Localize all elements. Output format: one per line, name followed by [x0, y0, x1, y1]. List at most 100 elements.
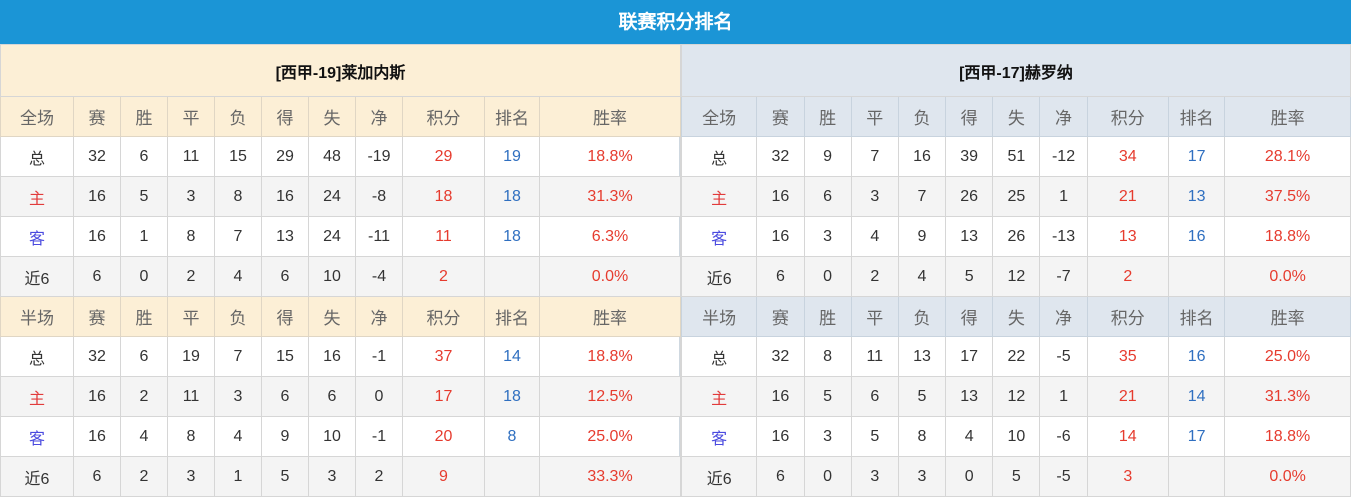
- cell-lost: 4: [897, 256, 947, 297]
- cell-rank: 13: [1167, 176, 1226, 217]
- cell-drawn: 6: [850, 376, 899, 417]
- cell-goals-for: 15: [261, 336, 309, 377]
- cell-type: 总: [680, 136, 758, 177]
- cell-type: 客: [0, 216, 74, 257]
- column-header-lost: 负: [897, 96, 947, 137]
- cell-win-rate: 0.0%: [1224, 256, 1351, 297]
- column-header-drawn: 平: [850, 296, 899, 337]
- cell-won: 2: [120, 456, 168, 497]
- cell-win-rate: 28.1%: [1224, 136, 1351, 177]
- cell-points: 13: [1086, 216, 1169, 257]
- column-header-rank: 排名: [1167, 96, 1226, 137]
- table-row: 主 16 6 3 7 26 25 1 21 13 37.5%: [680, 176, 1351, 217]
- cell-goals-against: 10: [308, 256, 356, 297]
- table-row: 主 16 5 6 5 13 12 1 21 14 31.3%: [680, 376, 1351, 417]
- cell-type: 总: [0, 336, 74, 377]
- cell-goals-against: 24: [308, 216, 356, 257]
- section-header: 半场: [680, 296, 758, 337]
- cell-type: 总: [680, 336, 758, 377]
- column-header-played: 赛: [756, 96, 805, 137]
- cell-rank: 18: [484, 176, 540, 217]
- table-row: 客 16 4 8 4 9 10 -1 20 8 25.0%: [0, 416, 681, 457]
- cell-drawn: 8: [167, 216, 215, 257]
- cell-goal-diff: -1: [355, 416, 403, 457]
- cell-played: 16: [73, 376, 121, 417]
- column-header-rank: 排名: [484, 96, 540, 137]
- cell-played: 6: [73, 256, 121, 297]
- away-team-standings: [西甲-17]赫罗纳 全场赛胜平负得失净积分 排名 胜率总 32 9 7 16 39 51 -12 3…: [680, 44, 1351, 497]
- cell-goal-diff: -11: [355, 216, 403, 257]
- cell-goal-diff: 2: [355, 456, 403, 497]
- cell-lost: 7: [214, 216, 262, 257]
- table-row: 近6 6 2 3 1 5 3 2 9 33.3%: [0, 456, 681, 497]
- cell-goals-against: 26: [992, 216, 1041, 257]
- cell-goals-against: 12: [992, 376, 1041, 417]
- cell-goals-for: 9: [261, 416, 309, 457]
- column-header-played: 赛: [73, 96, 121, 137]
- cell-won: 2: [120, 376, 168, 417]
- table-row: 主 16 5 3 8 16 24 -8 18 18 31.3%: [0, 176, 681, 217]
- cell-goal-diff: 0: [355, 376, 403, 417]
- column-header-points: 积分: [1086, 296, 1169, 337]
- column-header-lost: 负: [897, 296, 947, 337]
- cell-played: 16: [756, 416, 805, 457]
- cell-won: 8: [803, 336, 852, 377]
- cell-lost: 7: [214, 336, 262, 377]
- column-header-lost: 负: [214, 96, 262, 137]
- cell-played: 32: [73, 336, 121, 377]
- cell-goals-against: 10: [992, 416, 1041, 457]
- cell-rank: 17: [1167, 136, 1226, 177]
- cell-win-rate: 0.0%: [1224, 456, 1351, 497]
- cell-points: 34: [1086, 136, 1169, 177]
- table-row: 近6 6 0 3 3 0 5 -5 3 0.0%: [680, 456, 1351, 497]
- cell-goals-for: 6: [261, 256, 309, 297]
- cell-type: 客: [680, 216, 758, 257]
- cell-win-rate: 25.0%: [1224, 336, 1351, 377]
- cell-goals-against: 24: [308, 176, 356, 217]
- table-row: 客 16 1 8 7 13 24 -11 11 18 6.3%: [0, 216, 681, 257]
- cell-points: 29: [402, 136, 485, 177]
- column-header-win-rate: 胜率: [539, 96, 681, 137]
- column-header-won: 胜: [120, 296, 168, 337]
- cell-goals-against: 25: [992, 176, 1041, 217]
- column-header-drawn: 平: [167, 296, 215, 337]
- cell-type: 客: [0, 416, 74, 457]
- cell-played: 16: [73, 176, 121, 217]
- column-header-won: 胜: [803, 96, 852, 137]
- cell-played: 32: [756, 136, 805, 177]
- cell-drawn: 3: [167, 176, 215, 217]
- column-header-goal-diff: 净: [1039, 296, 1088, 337]
- cell-type: 主: [0, 176, 74, 217]
- cell-goals-for: 29: [261, 136, 309, 177]
- cell-points: 18: [402, 176, 485, 217]
- cell-points: 20: [402, 416, 485, 457]
- cell-drawn: 5: [850, 416, 899, 457]
- cell-win-rate: 18.8%: [1224, 416, 1351, 457]
- standings-container: [西甲-19]莱加内斯 全场赛胜平负得失净积分 排名 胜率总 32 6 11 15 29 48 -1…: [0, 44, 1351, 497]
- cell-goal-diff: -5: [1039, 336, 1088, 377]
- cell-points: 3: [1086, 456, 1169, 497]
- cell-played: 16: [756, 176, 805, 217]
- cell-goals-against: 12: [992, 256, 1041, 297]
- column-header-goals-for: 得: [261, 296, 309, 337]
- cell-goals-for: 26: [945, 176, 994, 217]
- cell-win-rate: 6.3%: [539, 216, 681, 257]
- cell-rank: [484, 256, 540, 297]
- cell-won: 0: [120, 256, 168, 297]
- cell-goals-for: 13: [945, 216, 994, 257]
- cell-points: 35: [1086, 336, 1169, 377]
- cell-points: 2: [402, 256, 485, 297]
- cell-type: 近6: [680, 256, 758, 297]
- cell-goals-against: 10: [308, 416, 356, 457]
- cell-lost: 7: [897, 176, 947, 217]
- cell-goals-for: 16: [261, 176, 309, 217]
- cell-win-rate: 31.3%: [1224, 376, 1351, 417]
- cell-lost: 9: [897, 216, 947, 257]
- column-header-won: 胜: [120, 96, 168, 137]
- cell-lost: 1: [214, 456, 262, 497]
- cell-lost: 15: [214, 136, 262, 177]
- cell-drawn: 11: [167, 136, 215, 177]
- cell-points: 21: [1086, 376, 1169, 417]
- cell-points: 11: [402, 216, 485, 257]
- cell-goals-for: 13: [261, 216, 309, 257]
